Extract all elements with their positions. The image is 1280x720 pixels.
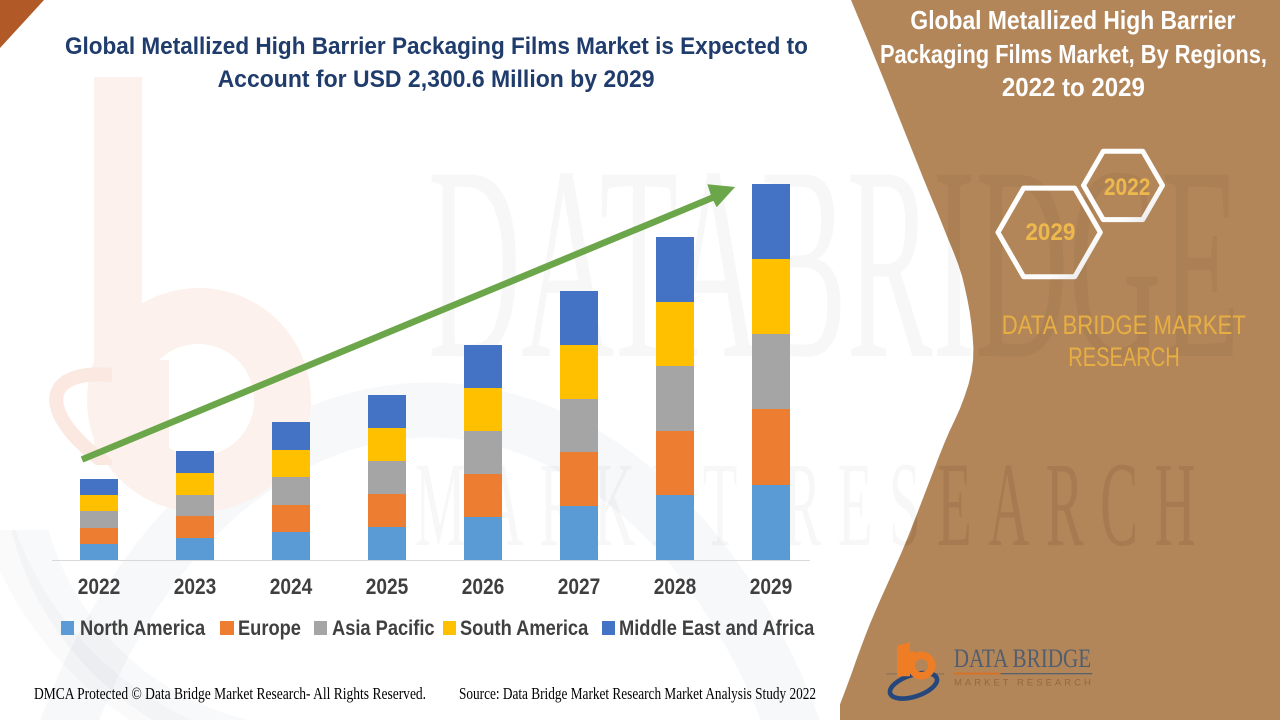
svg-text:DATA BRIDGE: DATA BRIDGE [954, 644, 1091, 673]
svg-text:2022: 2022 [1104, 174, 1151, 201]
svg-text:MARKET RESEARCH: MARKET RESEARCH [954, 678, 1094, 689]
svg-text:2029: 2029 [1025, 219, 1075, 246]
